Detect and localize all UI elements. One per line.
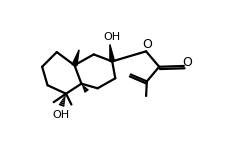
Polygon shape — [110, 44, 114, 62]
Text: OH: OH — [53, 110, 70, 120]
Text: O: O — [143, 38, 152, 51]
Text: OH: OH — [103, 32, 120, 42]
Polygon shape — [72, 50, 79, 66]
Text: O: O — [182, 56, 192, 69]
